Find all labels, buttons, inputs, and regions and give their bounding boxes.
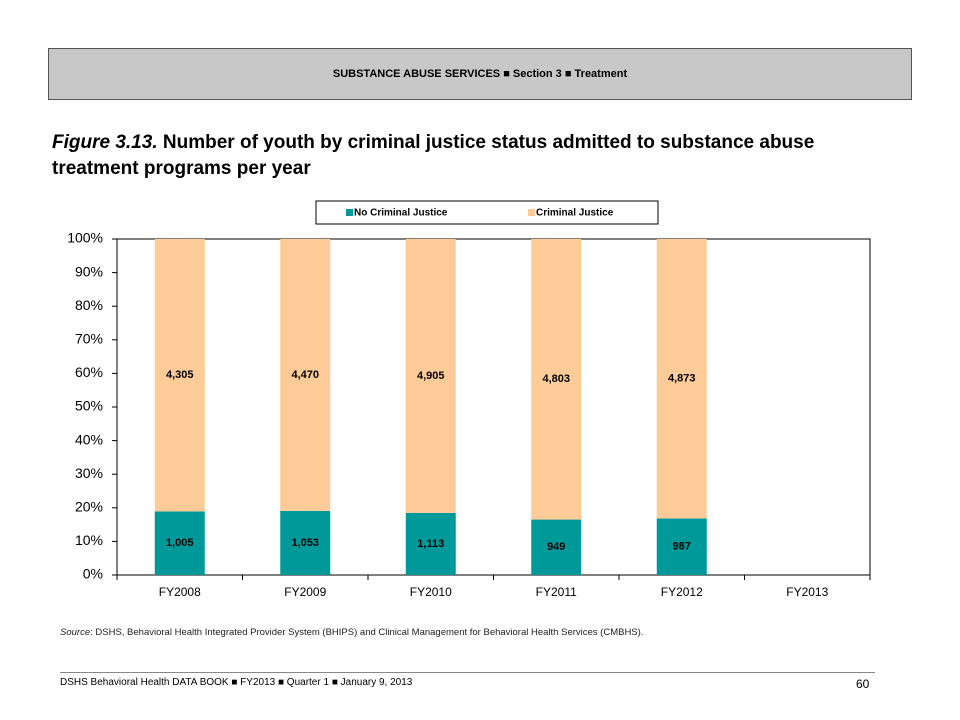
data-label: 4,905: [417, 370, 445, 382]
x-tick-label: FY2008: [159, 585, 201, 599]
y-tick-label: 80%: [75, 297, 103, 313]
data-label: 1,053: [291, 537, 319, 549]
y-tick-label: 10%: [75, 532, 103, 548]
x-tick-label: FY2011: [536, 585, 577, 599]
data-label: 4,305: [166, 369, 194, 381]
y-tick-label: 70%: [75, 331, 103, 347]
data-label: 949: [547, 541, 565, 553]
data-label: 4,803: [542, 373, 570, 385]
footer-text: DSHS Behavioral Health DATA BOOK ■ FY201…: [60, 677, 413, 688]
source-label: Source: [60, 627, 91, 638]
figure-label: Figure 3.13.: [52, 132, 158, 153]
header: SUBSTANCE ABUSE SERVICES ■ Section 3 ■ T…: [48, 48, 912, 100]
bar-segment: [405, 239, 456, 513]
bar-segment: [656, 239, 707, 519]
y-tick-label: 50%: [75, 398, 103, 414]
y-tick-label: 20%: [75, 499, 103, 515]
legend-swatch: [528, 209, 535, 216]
page-number: 60: [856, 677, 870, 691]
y-tick-label: 60%: [75, 364, 103, 380]
x-tick-label: FY2013: [786, 585, 828, 599]
y-tick-label: 100%: [67, 230, 103, 246]
y-tick-label: 30%: [75, 465, 103, 481]
bar-segment: [280, 239, 331, 511]
legend-box: [315, 200, 659, 225]
data-label: 4,470: [291, 369, 319, 381]
bar-segment: [280, 510, 331, 575]
bar-segment: [531, 519, 582, 575]
footer-rule: [60, 672, 875, 673]
plot-area: [116, 238, 871, 576]
bar-segment: [154, 511, 205, 575]
x-tick-label: FY2012: [661, 585, 703, 599]
bar-segment: [405, 512, 456, 575]
legend-label: No Criminal Justice: [354, 208, 448, 219]
x-tick-label: FY2010: [410, 585, 452, 599]
legend-label: Criminal Justice: [536, 208, 614, 219]
x-tick-label: FY2009: [284, 585, 326, 599]
y-tick-label: 40%: [75, 431, 103, 447]
legend-swatch: [346, 209, 353, 216]
bar-segment: [154, 239, 205, 512]
bar-segment: [531, 239, 582, 520]
data-label: 1,113: [417, 538, 444, 550]
data-label: 4,873: [668, 373, 696, 385]
y-tick-label: 0%: [83, 566, 103, 582]
bar-segment: [656, 518, 707, 575]
source-text: : DSHS, Behavioral Health Integrated Pro…: [90, 627, 644, 638]
chart-title: Number of youth by criminal justice stat…: [52, 132, 815, 179]
y-tick-label: 90%: [75, 263, 103, 279]
source: Source: DSHS, Behavioral Health Integrat…: [60, 627, 643, 638]
figure-title: Figure 3.13. Number of youth by criminal…: [52, 130, 882, 182]
data-label: 987: [673, 541, 691, 553]
data-label: 1,005: [166, 537, 194, 549]
